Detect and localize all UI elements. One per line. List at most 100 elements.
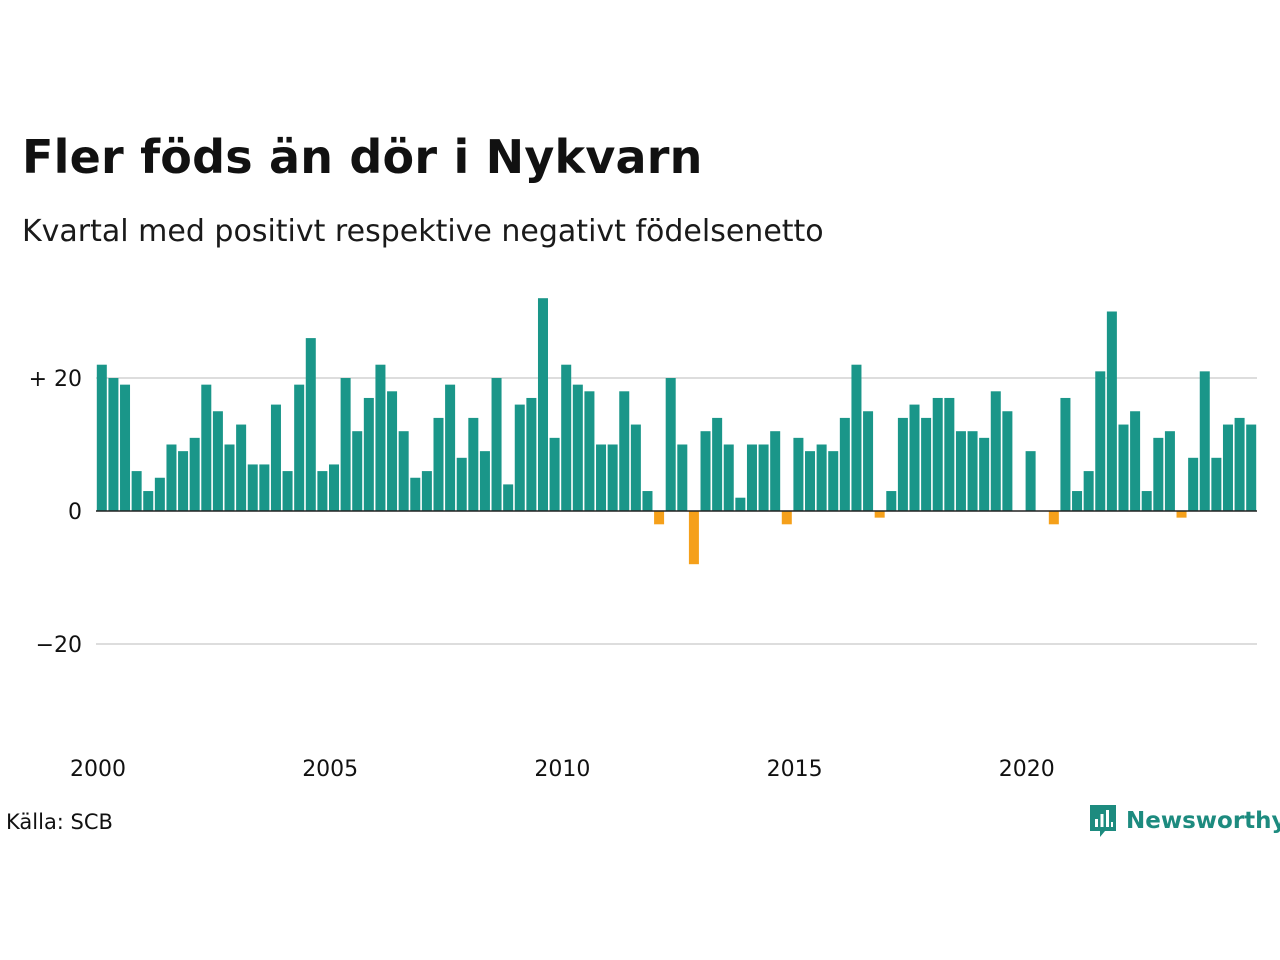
y-tick-label: −20 bbox=[36, 633, 82, 658]
bar-positive bbox=[839, 417, 850, 511]
bar-positive bbox=[503, 484, 514, 511]
bar-positive bbox=[816, 444, 827, 511]
bar-positive bbox=[1222, 424, 1233, 511]
bar-positive bbox=[944, 397, 955, 511]
bar-positive bbox=[770, 431, 781, 511]
newsworthy-logo-icon bbox=[1090, 805, 1116, 837]
bar-positive bbox=[619, 391, 630, 511]
bar-negative bbox=[1048, 511, 1059, 525]
bar-positive bbox=[932, 397, 943, 511]
bar-positive bbox=[1025, 451, 1036, 511]
bar-positive bbox=[178, 451, 189, 511]
bar-positive bbox=[363, 397, 374, 511]
brand-logo[interactable]: Newsworthy bbox=[1088, 803, 1280, 839]
bar-positive bbox=[1118, 424, 1129, 511]
bar-positive bbox=[96, 364, 107, 511]
bar-positive bbox=[677, 444, 688, 511]
bar-positive bbox=[1211, 457, 1222, 511]
bar-positive bbox=[665, 378, 676, 511]
bar-positive bbox=[143, 491, 154, 511]
bar-positive bbox=[1199, 371, 1210, 511]
bar-positive bbox=[955, 431, 966, 511]
bar-positive bbox=[201, 384, 212, 511]
chart-subtitle: Kvartal med positivt respektive negativt… bbox=[22, 214, 824, 249]
bar-positive bbox=[979, 437, 990, 511]
bar-positive bbox=[561, 364, 572, 511]
bar-positive bbox=[317, 471, 328, 511]
bar-positive bbox=[468, 417, 479, 511]
bar-positive bbox=[712, 417, 723, 511]
bar-positive bbox=[236, 424, 247, 511]
bar-negative bbox=[688, 511, 699, 565]
bar-negative bbox=[1176, 511, 1187, 518]
bar-positive bbox=[479, 451, 490, 511]
bar-positive bbox=[746, 444, 757, 511]
bar-positive bbox=[270, 404, 281, 511]
x-axis-ticks: 2000 2005 2010 2015 2020 bbox=[70, 757, 1055, 782]
bar-positive bbox=[433, 417, 444, 511]
bar-positive bbox=[1234, 417, 1245, 511]
bar-positive bbox=[1106, 311, 1117, 511]
bar-positive bbox=[294, 384, 305, 511]
bar-positive bbox=[735, 497, 746, 511]
bar-positive bbox=[863, 411, 874, 511]
x-tick-label: 2020 bbox=[999, 757, 1055, 782]
bar-positive bbox=[131, 471, 142, 511]
bar-positive bbox=[990, 391, 1001, 511]
bar-positive bbox=[456, 457, 467, 511]
bar-positive bbox=[607, 444, 618, 511]
bar-positive bbox=[410, 477, 421, 511]
bar-positive bbox=[723, 444, 734, 511]
bar-positive bbox=[491, 378, 502, 511]
x-tick-label: 2010 bbox=[534, 757, 590, 782]
bar-positive bbox=[1072, 491, 1083, 511]
bar-positive bbox=[514, 404, 525, 511]
bar-positive bbox=[758, 444, 769, 511]
bar-positive bbox=[967, 431, 978, 511]
bar-positive bbox=[329, 464, 340, 511]
bar-negative bbox=[874, 511, 885, 518]
bar-positive bbox=[224, 444, 235, 511]
bar-positive bbox=[154, 477, 165, 511]
bar-positive bbox=[909, 404, 920, 511]
bar-positive bbox=[1246, 424, 1257, 511]
bar-positive bbox=[805, 451, 816, 511]
bar-positive bbox=[340, 378, 351, 511]
bar-positive bbox=[700, 431, 711, 511]
bar-positive bbox=[1141, 491, 1152, 511]
y-tick-label: 0 bbox=[68, 500, 82, 525]
bar-positive bbox=[897, 417, 908, 511]
brand-name: Newsworthy bbox=[1126, 808, 1280, 834]
x-tick-label: 2015 bbox=[767, 757, 823, 782]
bar-positive bbox=[1095, 371, 1106, 511]
y-axis-ticks: + 20 0 −20 bbox=[29, 367, 82, 658]
bar-positive bbox=[1164, 431, 1175, 511]
bar-positive bbox=[1060, 397, 1071, 511]
bar-positive bbox=[642, 491, 653, 511]
bar-positive bbox=[549, 437, 560, 511]
bar-positive bbox=[537, 298, 548, 511]
x-tick-label: 2005 bbox=[302, 757, 358, 782]
bar-positive bbox=[259, 464, 270, 511]
bar-positive bbox=[352, 431, 363, 511]
bar-positive bbox=[166, 444, 177, 511]
bar-positive bbox=[630, 424, 641, 511]
bar-positive bbox=[851, 364, 862, 511]
bar-positive bbox=[212, 411, 223, 511]
bars bbox=[96, 298, 1257, 565]
bar-positive bbox=[572, 384, 583, 511]
bar-positive bbox=[108, 378, 119, 511]
bar-positive bbox=[247, 464, 258, 511]
bar-positive bbox=[305, 338, 316, 511]
bar-positive bbox=[375, 364, 386, 511]
bar-negative bbox=[781, 511, 792, 525]
bar-positive bbox=[398, 431, 409, 511]
bar-positive bbox=[1130, 411, 1141, 511]
bar-negative bbox=[654, 511, 665, 525]
bar-positive bbox=[1153, 437, 1164, 511]
bar-positive bbox=[1002, 411, 1013, 511]
grid-lines bbox=[96, 377, 1257, 645]
source-note: Källa: SCB bbox=[6, 810, 113, 834]
bar-positive bbox=[189, 437, 200, 511]
bar-positive bbox=[1083, 471, 1094, 511]
